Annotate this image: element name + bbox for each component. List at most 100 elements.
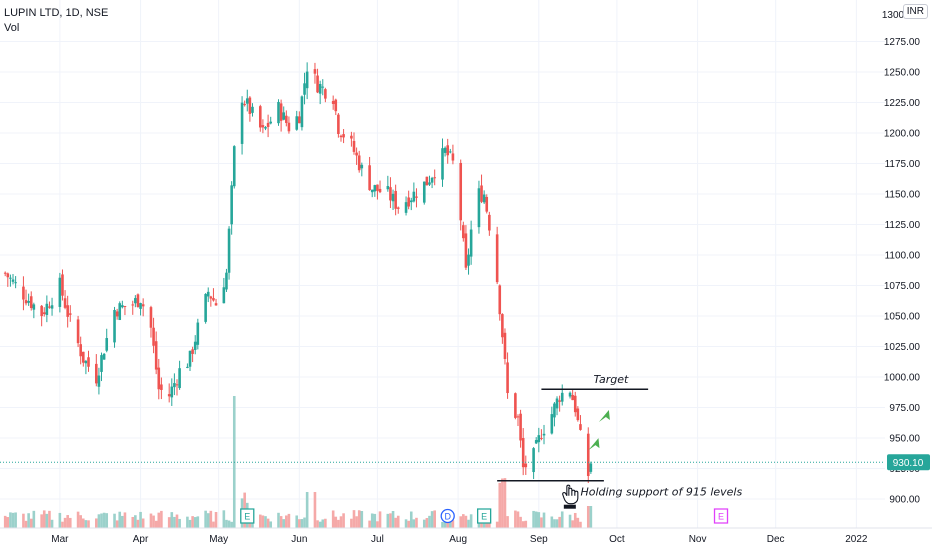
volume-bar [102,512,106,528]
volume-bar [9,512,12,528]
volume-bar [191,516,194,528]
volume-bar [415,517,418,528]
last-price-box [887,454,930,471]
candle-body [446,145,450,156]
volume-label[interactable]: Vol [4,22,20,34]
candle-body [352,140,356,152]
symbol-title[interactable]: LUPIN LTD, 1D, NSE [4,7,109,19]
price-tick-label: 1000.00 [884,373,921,384]
candle-body [555,398,559,409]
volume-bar [3,515,7,528]
volume-bar [378,511,382,528]
time-tick-label: Mar [51,534,69,545]
candle-body [214,303,218,306]
candle-body [50,305,54,309]
price-tick-label: 1125.00 [885,220,921,231]
candle-body [160,384,163,390]
event-marker[interactable]: D [440,508,455,524]
volume-bar [206,513,210,528]
candle-body [230,185,233,225]
price-tick-label: 1225.00 [884,98,921,109]
volume-bar [412,519,416,528]
time-tick-label: May [209,534,228,545]
event-marker[interactable]: E [476,508,492,524]
candle-body [316,75,319,93]
volume-bar [352,510,356,528]
volume-bar [42,510,46,528]
time-axis[interactable]: Mar Apr May Jun Jul Aug Sep Oct Nov Dec 2022 [0,527,932,545]
price-tick-label: 1025.00 [884,342,921,353]
volume-bar [61,521,64,528]
currency-badge: INR [902,4,928,19]
time-tick-label: Sep [530,534,548,545]
volume-bar [469,514,473,528]
candle-body [186,366,189,368]
candle-body [102,353,106,360]
candle-body [118,303,122,321]
event-marker[interactable]: E [713,508,729,524]
volume-bar [193,517,197,528]
candle-body [245,98,249,104]
volume-bar [173,516,176,528]
candle-body [264,127,267,129]
candle-body [61,274,64,296]
candle-body [266,122,270,127]
candle-body [173,383,176,388]
volume-bar [360,511,364,528]
candle-body [14,282,17,284]
candle-body [355,152,358,156]
candle-body [516,416,520,418]
candle-body [404,202,408,213]
candle-body [22,286,25,300]
time-tick-label: Dec [767,534,785,545]
volume-bar [350,518,353,528]
candle-body [6,273,10,278]
volume-bar [433,510,436,528]
candle-body [514,393,517,418]
price-axis[interactable]: 900.00925.00950.00975.001000.001025.0010… [0,10,930,506]
candle-body [469,229,473,257]
candle-body [300,96,304,128]
candle-body [540,437,543,439]
volume-bar [537,512,541,528]
price-tick-label: 1250.00 [884,68,921,79]
volume-bar [409,511,413,528]
time-tick-label: Oct [609,534,625,545]
target-label: Target [593,373,629,386]
volume-bar [316,520,319,528]
time-tick-label: Jul [371,534,384,545]
volume-bar [404,519,408,528]
volume-bar [555,519,559,528]
price-tick-label: 950.00 [889,434,920,445]
candle-body [105,338,109,351]
volume-bar [230,521,233,528]
volume-bar [105,513,109,528]
volume-bar [425,518,429,528]
candle-body [68,313,72,315]
candle-body [121,305,124,308]
price-tick-label: 1100.00 [885,251,921,262]
candle-body [11,279,15,282]
volume-bar [58,512,62,528]
candle-body [206,291,210,297]
candle-body [84,360,88,364]
volume-bar [266,518,270,528]
volume-bar [396,515,400,528]
volume-bar [188,519,192,528]
candle-body [305,71,309,89]
candle-body [258,106,262,128]
volume-bar [464,515,468,528]
volume-bar [178,518,181,528]
volume-bar [459,516,463,528]
event-marker[interactable]: E [240,508,255,524]
candle-body [42,312,46,315]
volume-bar [84,520,88,528]
volume-bar [24,520,28,528]
candle-body [443,147,447,153]
candle-body [269,121,273,124]
candle-body [282,112,286,120]
volume-bar [136,519,140,528]
volume-bar [186,516,189,528]
